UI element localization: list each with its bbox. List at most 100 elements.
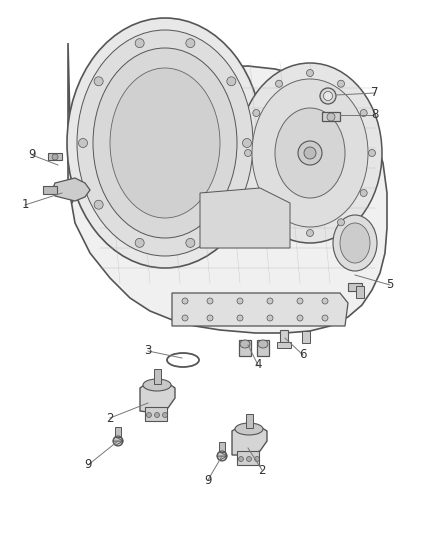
Bar [145, 407, 167, 421]
Circle shape [307, 69, 314, 77]
Polygon shape [68, 43, 387, 333]
Circle shape [254, 456, 259, 462]
Text: 9: 9 [84, 458, 92, 472]
Ellipse shape [77, 30, 253, 256]
Ellipse shape [143, 379, 171, 391]
Text: 8: 8 [371, 109, 379, 122]
Polygon shape [113, 437, 123, 441]
Bar [115, 427, 121, 437]
Bar [280, 330, 288, 345]
Bar [154, 369, 161, 384]
Circle shape [360, 109, 367, 117]
Text: 3: 3 [144, 344, 152, 358]
Ellipse shape [67, 18, 263, 268]
Bar [322, 112, 340, 121]
Circle shape [360, 190, 367, 197]
Polygon shape [225, 456, 227, 461]
Bar [257, 340, 269, 356]
Circle shape [338, 219, 345, 226]
Circle shape [327, 113, 335, 121]
Circle shape [276, 219, 283, 226]
Circle shape [135, 38, 144, 47]
Polygon shape [52, 178, 90, 201]
Bar [356, 286, 364, 298]
Polygon shape [217, 451, 227, 456]
Circle shape [186, 38, 195, 47]
Circle shape [276, 80, 283, 87]
Circle shape [322, 298, 328, 304]
Bar [43, 186, 57, 194]
Ellipse shape [258, 340, 268, 348]
Circle shape [237, 315, 243, 321]
Text: 2: 2 [106, 411, 114, 424]
Circle shape [135, 238, 144, 247]
Text: 5: 5 [386, 279, 394, 292]
Circle shape [297, 298, 303, 304]
Ellipse shape [252, 79, 368, 227]
Polygon shape [116, 437, 123, 441]
Ellipse shape [340, 223, 370, 263]
Circle shape [155, 413, 159, 417]
Polygon shape [116, 441, 123, 446]
Polygon shape [219, 456, 227, 461]
Polygon shape [113, 441, 123, 446]
Ellipse shape [275, 108, 345, 198]
Ellipse shape [93, 48, 237, 238]
Circle shape [227, 77, 236, 86]
Circle shape [338, 80, 345, 87]
Text: 4: 4 [254, 359, 262, 372]
Bar [239, 340, 251, 356]
Circle shape [227, 200, 236, 209]
Circle shape [146, 413, 152, 417]
Text: 9: 9 [28, 149, 36, 161]
Ellipse shape [333, 215, 377, 271]
Ellipse shape [240, 340, 250, 348]
Text: 7: 7 [371, 86, 379, 100]
Circle shape [297, 315, 303, 321]
Circle shape [247, 456, 251, 462]
Ellipse shape [235, 423, 263, 435]
Polygon shape [219, 451, 227, 456]
Circle shape [267, 298, 273, 304]
Bar [277, 342, 291, 348]
Circle shape [239, 456, 244, 462]
Circle shape [186, 238, 195, 247]
Circle shape [322, 315, 328, 321]
Circle shape [243, 139, 251, 148]
Bar [219, 442, 225, 452]
Circle shape [94, 200, 103, 209]
Circle shape [78, 139, 88, 148]
Text: 1: 1 [21, 198, 29, 212]
Ellipse shape [110, 68, 220, 218]
Bar [48, 153, 62, 160]
Circle shape [304, 147, 316, 159]
Circle shape [253, 109, 260, 117]
Text: 2: 2 [258, 464, 266, 477]
Circle shape [307, 230, 314, 237]
Bar [348, 283, 362, 291]
Circle shape [237, 298, 243, 304]
Ellipse shape [238, 63, 382, 243]
Circle shape [267, 315, 273, 321]
Polygon shape [120, 437, 123, 441]
Polygon shape [140, 381, 175, 413]
Bar [246, 414, 253, 428]
Circle shape [162, 413, 167, 417]
Bar [302, 331, 310, 343]
Text: 9: 9 [204, 473, 212, 487]
Circle shape [253, 190, 260, 197]
Circle shape [182, 315, 188, 321]
Circle shape [244, 149, 251, 157]
Polygon shape [232, 425, 267, 455]
Circle shape [182, 298, 188, 304]
Polygon shape [200, 188, 290, 248]
Bar [237, 451, 259, 465]
Circle shape [320, 88, 336, 104]
Circle shape [207, 298, 213, 304]
Polygon shape [217, 456, 227, 461]
Polygon shape [172, 293, 348, 326]
Polygon shape [225, 451, 227, 456]
Polygon shape [120, 441, 123, 446]
Text: 6: 6 [299, 349, 307, 361]
Circle shape [324, 92, 332, 101]
